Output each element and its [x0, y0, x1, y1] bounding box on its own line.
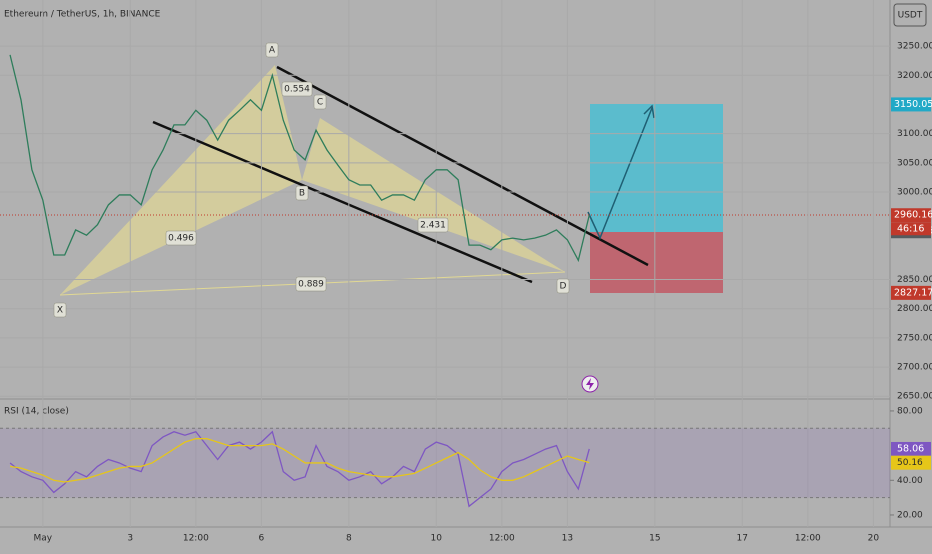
ratio-label: 0.889 — [298, 280, 324, 290]
y-tick-label: 2850.00 — [897, 275, 932, 285]
event-bolt — [586, 378, 594, 390]
stop-loss-zone — [590, 232, 723, 293]
series-line — [9, 54, 590, 263]
channel-lower — [152, 120, 533, 284]
pattern-label-bg — [295, 185, 309, 201]
x-tick-label: 12:00 — [183, 534, 209, 544]
last-price-label: 2960.16 — [894, 210, 932, 221]
pattern-bcd — [302, 118, 565, 272]
x-tick-label: 3 — [127, 534, 133, 544]
rsi-band — [0, 428, 890, 498]
x-tick-label: 12:00 — [795, 534, 821, 544]
channel-upper — [276, 65, 649, 267]
y-tick-label: 2800.00 — [897, 304, 932, 314]
series-line — [9, 438, 590, 483]
y-tick-label: 2750.00 — [897, 333, 932, 343]
pattern-label-bg — [556, 278, 570, 294]
pattern-label-bg — [313, 94, 327, 110]
pattern-label: D — [560, 282, 567, 292]
x-tick-label: 6 — [259, 534, 265, 544]
pattern-label-bg — [265, 42, 279, 58]
countdown: 46:16 — [897, 224, 924, 235]
x-tick-label: 20 — [868, 534, 880, 544]
rsi-value-bg — [891, 441, 931, 456]
y-tick-label: 2700.00 — [897, 363, 932, 373]
x-tick-label: 13 — [562, 534, 573, 544]
take-profit-zone — [590, 104, 723, 232]
price-label-bg — [891, 285, 931, 300]
price-label-bg — [891, 97, 931, 112]
y-tick-label: 2650.00 — [897, 392, 932, 402]
currency-button[interactable] — [893, 3, 927, 27]
price-label: 2827.17 — [894, 287, 932, 298]
currency: USDT — [898, 11, 923, 21]
x-tick-label: 15 — [649, 534, 660, 544]
pattern-xab — [60, 65, 302, 295]
x-tick-label: 10 — [431, 534, 443, 544]
rsi-value-label: 58.06 — [897, 443, 924, 454]
y-tick-label: 3100.00 — [897, 129, 932, 139]
price-label: 3150.05 — [894, 99, 932, 110]
series-line — [9, 430, 590, 508]
chart-title: Ethereum / TetherUS, 1h, BINANCE — [4, 10, 161, 20]
ratio-label-bg — [281, 81, 313, 97]
x-tick-label: 8 — [346, 534, 352, 544]
ratio-label-bg — [417, 217, 449, 233]
pattern-label: B — [299, 189, 305, 199]
ratio-label-bg — [295, 276, 327, 292]
rsi-value-label: 50.16 — [897, 458, 923, 468]
y-tick-label: 3050.00 — [897, 158, 932, 168]
projection-arrow — [587, 107, 653, 240]
countdown-bg — [891, 222, 931, 236]
pattern-label: C — [317, 98, 323, 108]
x-tick-label: 12:00 — [489, 534, 515, 544]
ratio-label-bg — [165, 230, 197, 246]
pattern-label: X — [57, 306, 63, 316]
x-tick-label: May — [34, 534, 53, 544]
rsi-tick-label: 40.00 — [897, 476, 923, 486]
y-tick-label: 3200.00 — [897, 71, 932, 81]
ratio-label: 2.431 — [420, 221, 446, 231]
pattern-label-bg — [53, 302, 67, 318]
rsi-tick-label: 20.00 — [897, 510, 923, 520]
rsi-tick-label: 80.00 — [897, 406, 923, 416]
ratio-label: 0.554 — [284, 85, 310, 95]
rsi-title: RSI (14, close) — [4, 407, 69, 417]
x-tick-label: 17 — [737, 534, 748, 544]
y-tick-label: 3000.00 — [897, 187, 932, 197]
arrow-head — [643, 104, 655, 119]
last-price-label-bg — [891, 208, 931, 223]
ratio-label: 0.496 — [168, 234, 194, 244]
rsi-value-bg — [891, 455, 931, 470]
y-tick-label: 3250.00 — [897, 42, 932, 52]
pattern-label: A — [269, 46, 276, 56]
